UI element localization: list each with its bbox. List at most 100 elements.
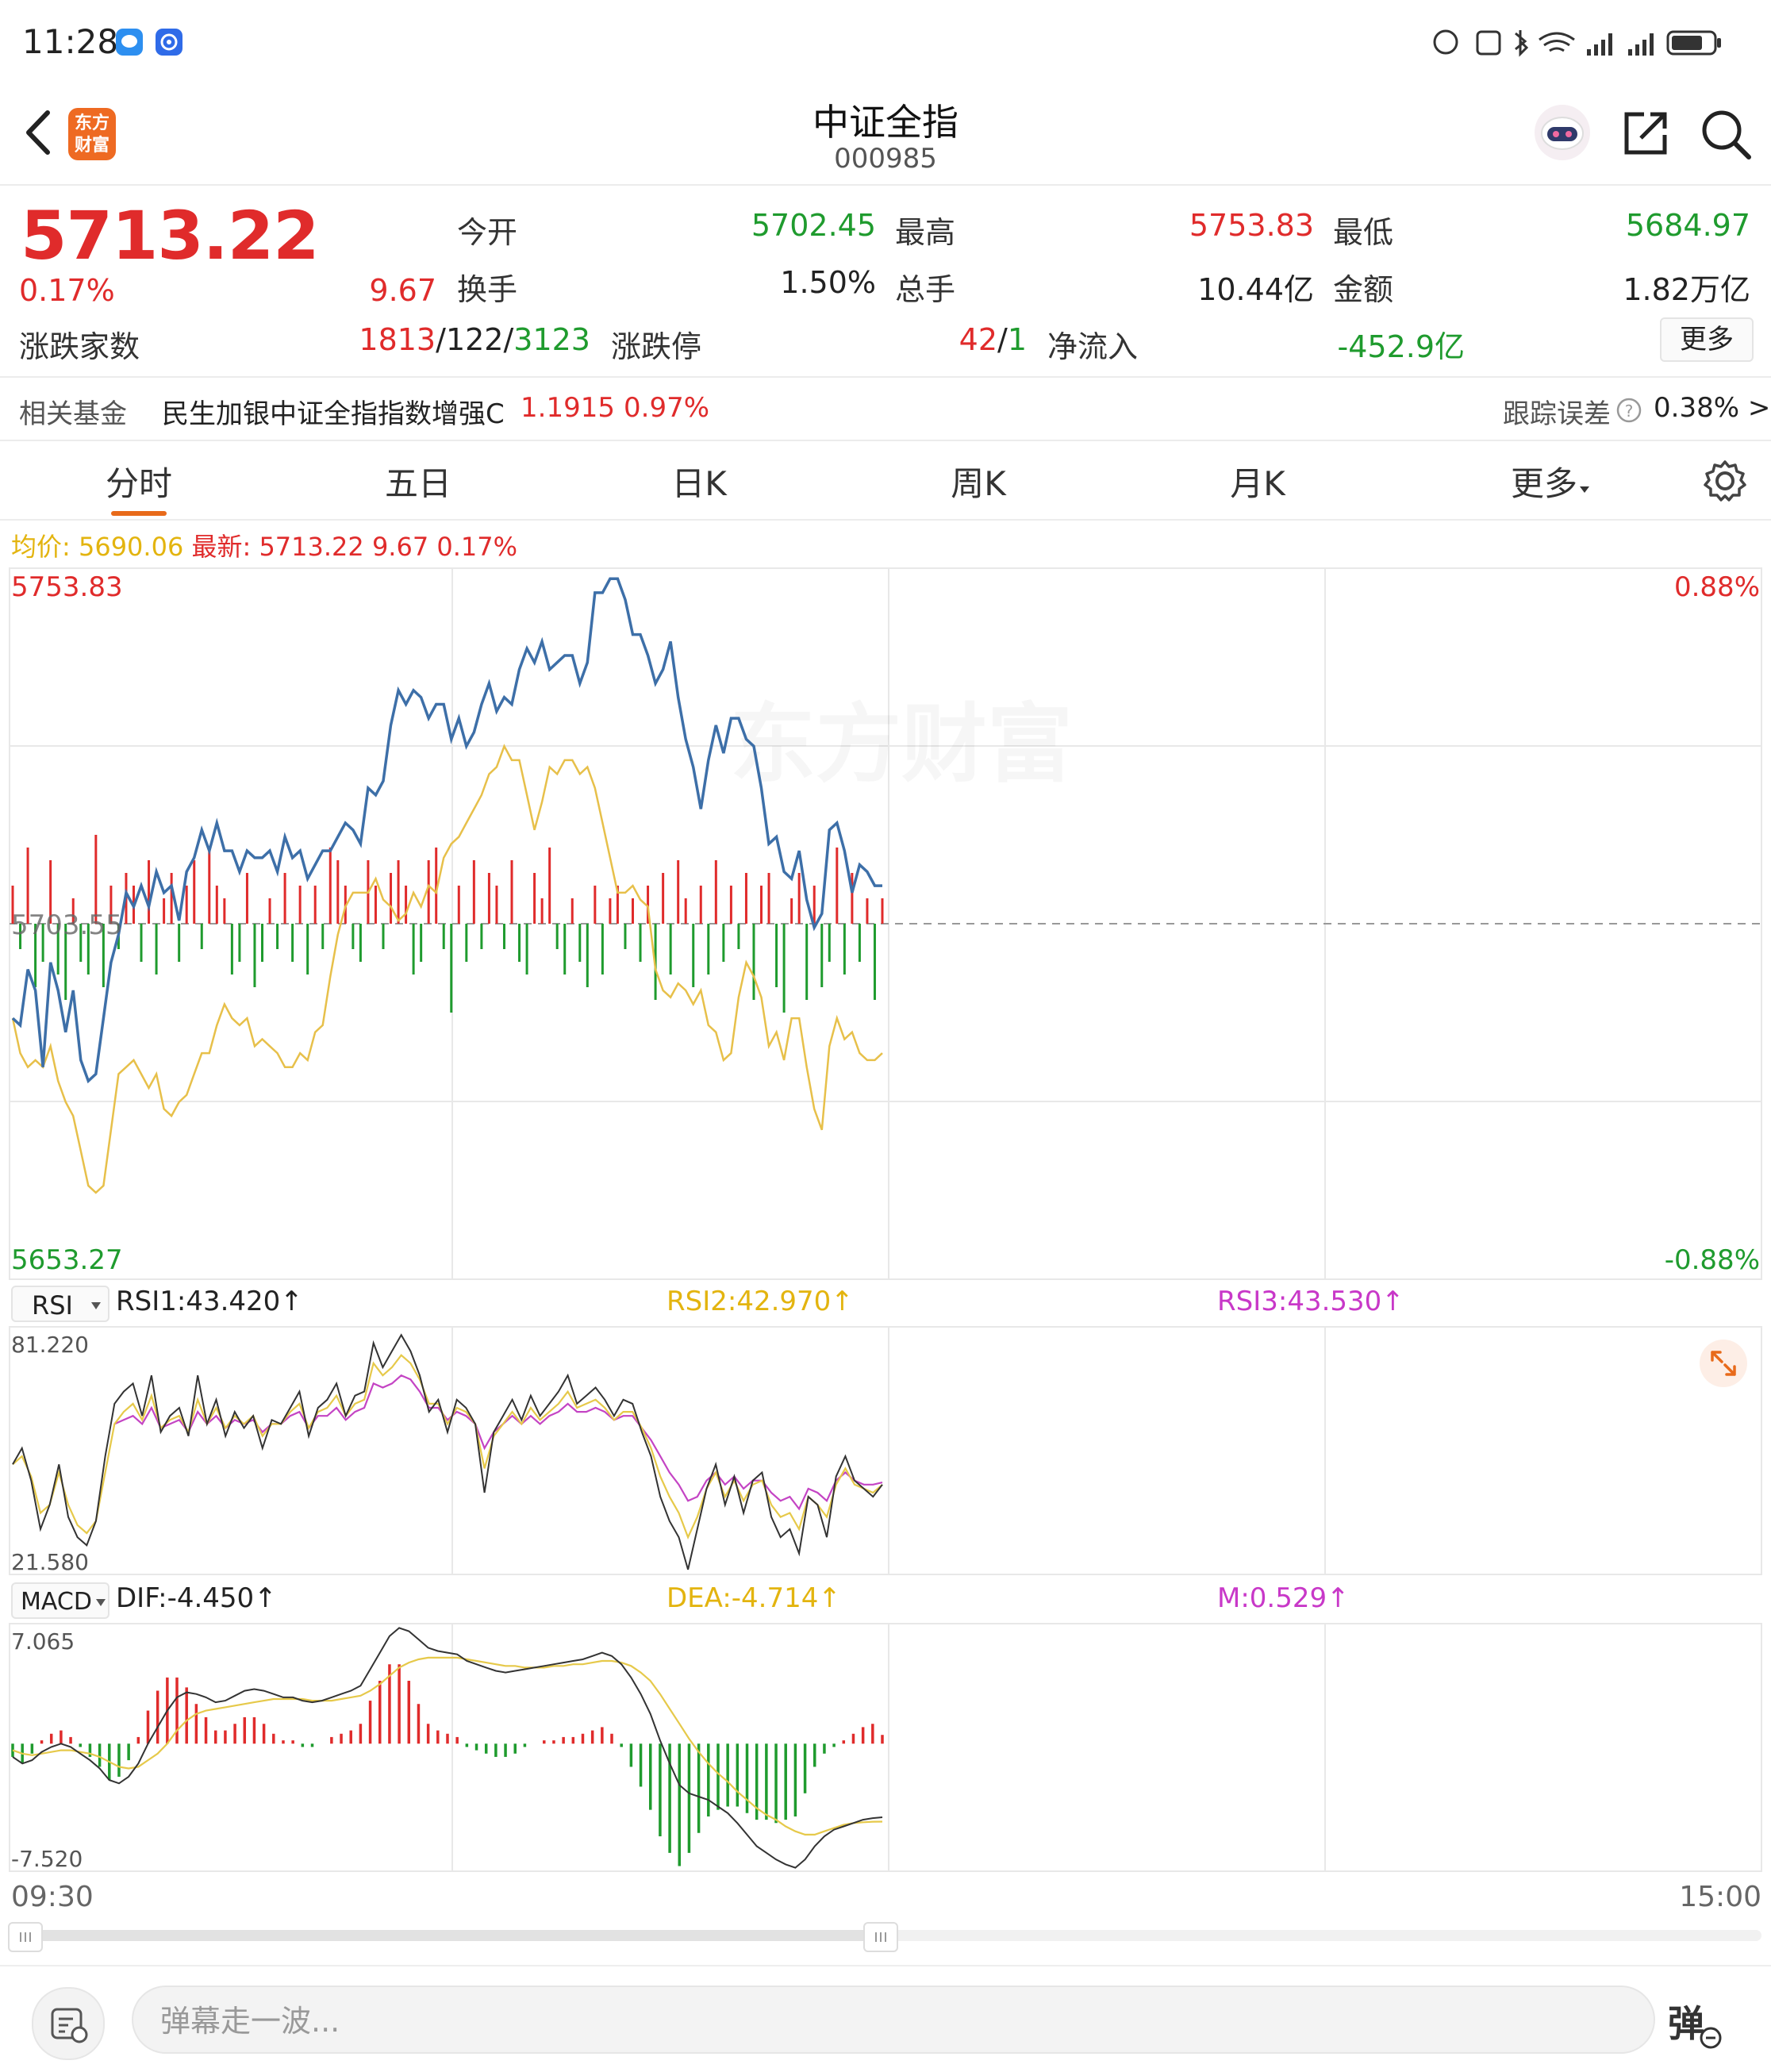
turnover-value: 1.50% [780, 265, 876, 300]
breadth-label: 涨跌家数 [19, 329, 140, 364]
tab-intraday[interactable]: 分时 [105, 464, 172, 503]
page-title: 中证全指 [813, 101, 958, 144]
avg-value: 5690.06 [78, 532, 184, 562]
low-label: 最低 [1333, 215, 1394, 250]
breadth-flat: 122 [445, 322, 504, 357]
rsi1-line [12, 1333, 883, 1570]
volume-value: 10.44亿 [1197, 272, 1314, 307]
caret-down-icon [96, 1599, 106, 1606]
separator: / [503, 322, 514, 357]
dea-legend-label: DEA:-4.714 [667, 1582, 819, 1614]
breadth-value: 1813/122/3123 [317, 322, 590, 357]
macd-selector[interactable]: MACD [11, 1582, 109, 1619]
turnover-label: 换手 [457, 272, 518, 307]
dif-legend-label: DIF:-4.450 [116, 1582, 255, 1614]
index-code: 000985 [834, 143, 937, 175]
tab-weekly-k[interactable]: 周K [951, 464, 1006, 503]
fund-name[interactable]: 民生加银中证全指指数增强C [162, 398, 505, 430]
pct-low-label: -0.88% [1664, 1244, 1760, 1276]
danmu-icon: 弹 [1668, 2002, 1722, 2049]
grip-icon [875, 1932, 886, 1942]
dea-line [12, 1656, 883, 1836]
tab-indicator [111, 511, 167, 516]
help-icon[interactable]: ? [1615, 397, 1642, 424]
latest-value: 5713.22 [259, 532, 364, 562]
dif-legend: DIF:-4.450↑ [116, 1582, 277, 1614]
tab-more[interactable]: 更多 [1492, 457, 1611, 506]
rsi3-legend: RSI3:43.530↑ [1217, 1286, 1404, 1317]
amount-value: 1.82万亿 [1623, 272, 1750, 307]
rsi1-legend: RSI1:43.420↑ [116, 1286, 303, 1317]
avg-label: 均价: [11, 532, 71, 562]
settings-icon[interactable] [1703, 459, 1747, 503]
separator: / [997, 322, 1008, 357]
x-end-label: 15:00 [1679, 1881, 1761, 1913]
search-icon[interactable] [1698, 106, 1754, 162]
breadth-up: 1813 [359, 322, 436, 357]
x-start-label: 09:30 [11, 1881, 94, 1913]
chart-legend: 均价: 5690.06 最新: 5713.22 9.67 0.17% [11, 527, 517, 563]
breadth-down: 3123 [513, 322, 590, 357]
caret-down-icon [91, 1302, 101, 1309]
tab-daily-k[interactable]: 日K [671, 464, 727, 503]
fund-label: 相关基金 [19, 398, 127, 430]
tab-five-day[interactable]: 五日 [384, 464, 451, 503]
low-value: 5684.97 [1625, 208, 1750, 243]
svg-text:?: ? [1625, 402, 1634, 421]
danmu-input[interactable]: 弹幕走一波... [132, 1986, 1655, 2054]
last-price: 5713.22 [21, 197, 320, 275]
up-arrow-icon: ↑ [1381, 1286, 1404, 1317]
macd-y-low: -7.520 [11, 1846, 83, 1872]
rsi2-line [12, 1354, 883, 1540]
status-time: 11:28 [22, 22, 119, 61]
app-notification-icon [156, 29, 182, 56]
macd-selector-label: MACD [21, 1588, 92, 1616]
tab-monthly-k[interactable]: 月K [1230, 464, 1285, 503]
m-legend: M:0.529↑ [1217, 1582, 1350, 1614]
fund-pct: 0.97% [624, 392, 710, 424]
back-icon[interactable] [16, 105, 63, 160]
danmu-list-button[interactable] [32, 1987, 105, 2060]
grid-lines [9, 567, 1762, 1872]
rsi3-line [113, 1374, 883, 1511]
share-icon[interactable] [1620, 108, 1671, 159]
dif-line [12, 1627, 883, 1869]
system-status-icons [1433, 29, 1721, 57]
rsi1-legend-label: RSI1:43.420 [116, 1286, 281, 1317]
logo-text-top: 东方 [74, 113, 109, 133]
latest-label: 最新: [191, 532, 252, 562]
m-legend-label: M:0.529 [1217, 1582, 1327, 1614]
robot-icon[interactable] [1533, 103, 1592, 162]
rsi2-legend: RSI2:42.970↑ [667, 1286, 854, 1317]
separator: / [436, 322, 446, 357]
rsi-y-high: 81.220 [11, 1332, 89, 1358]
more-button[interactable]: 更多 [1660, 317, 1754, 362]
scrollbar-right-handle[interactable] [863, 1922, 898, 1952]
volume-label: 总手 [895, 272, 956, 307]
limit-down: 1 [1007, 322, 1027, 357]
svg-text:弹: 弹 [1668, 2002, 1704, 2045]
scrollbar-left-handle[interactable] [8, 1922, 43, 1952]
up-arrow-icon: ↑ [1327, 1582, 1350, 1614]
watermark: 东方财富 [730, 695, 1073, 794]
open-value: 5702.45 [751, 208, 876, 243]
fund-nav: 1.1915 [521, 392, 615, 424]
limit-label: 涨跌停 [611, 329, 702, 364]
macd-y-high: 7.065 [11, 1628, 75, 1655]
y-high-label: 5753.83 [11, 571, 123, 603]
grip-icon [20, 1932, 31, 1942]
app-logo[interactable]: 东方 财富 [68, 108, 116, 160]
price-line [11, 577, 882, 1084]
rsi-selector-label: RSI [32, 1290, 73, 1320]
tab-more-label: 更多 [1510, 464, 1577, 503]
tracking-error-value[interactable]: 0.38% > [1654, 392, 1771, 424]
rsi3-legend-label: RSI3:43.530 [1217, 1286, 1382, 1317]
change-value: 9.67 [369, 273, 436, 308]
netflow-value: -452.9亿 [1337, 329, 1466, 364]
message-app-icon [116, 29, 143, 56]
logo-text-bottom: 财富 [74, 136, 109, 156]
danmu-toggle[interactable]: 弹 [1662, 1990, 1728, 2057]
up-arrow-icon: ↑ [818, 1582, 841, 1614]
rsi-selector[interactable]: RSI [11, 1286, 109, 1322]
expand-icon[interactable] [1698, 1338, 1749, 1389]
